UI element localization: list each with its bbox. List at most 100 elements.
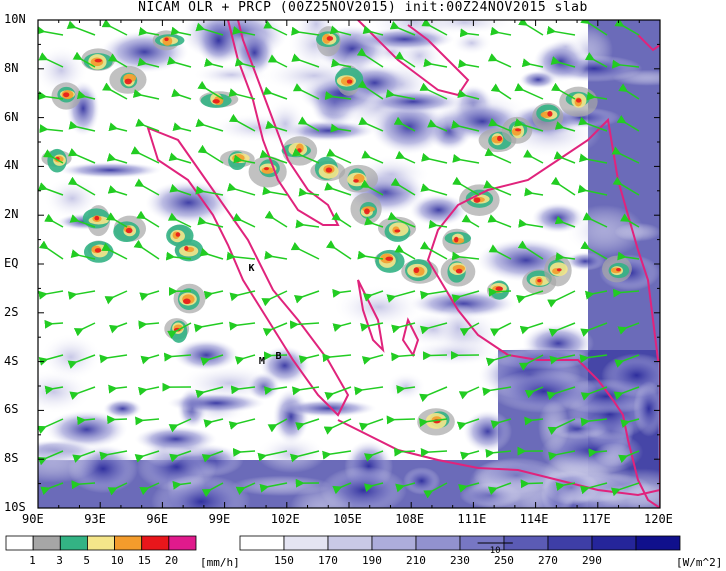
wind-vector [514, 82, 544, 100]
wind-vector [38, 25, 64, 36]
wind-vector [391, 352, 416, 362]
wind-vector [360, 179, 384, 196]
wind-vector [138, 320, 160, 330]
wind-vector [169, 183, 192, 196]
wind-vector [165, 251, 192, 261]
wind-vector [363, 482, 384, 493]
wind-vector [451, 251, 480, 261]
wind-vector [38, 290, 64, 300]
wind-vector [487, 482, 512, 496]
wind-vector [578, 153, 608, 164]
wind-vector [298, 354, 320, 364]
wind-vector [76, 416, 96, 426]
precip-colorbar [5, 535, 197, 551]
wind-vector [235, 482, 256, 495]
wind-vector [427, 119, 448, 132]
wind-vector [452, 176, 480, 196]
wind-vector [614, 354, 640, 368]
wind-vector [332, 288, 352, 298]
wind-vector [232, 26, 256, 36]
wind-vector [72, 51, 96, 68]
wind-vector [264, 250, 288, 260]
map-panel [38, 20, 660, 508]
wind-vector [362, 25, 384, 36]
wind-vector [618, 83, 640, 100]
wind-vector [166, 56, 192, 68]
precip-tick-label: 3 [56, 554, 63, 567]
wind-vector [578, 116, 608, 132]
wind-vector [201, 450, 224, 463]
wind-vector [226, 182, 256, 196]
wind-vector [133, 239, 160, 260]
wind-vector [617, 322, 640, 335]
lat-tick-label: 6N [4, 109, 19, 124]
wind-vector [620, 213, 640, 228]
wind-vector [267, 54, 288, 68]
wind-vector [482, 386, 512, 397]
wind-vector [423, 482, 448, 499]
wind-vector [451, 290, 480, 303]
wind-vector [38, 182, 64, 196]
wind-vector [420, 290, 448, 300]
wind-vector [106, 152, 128, 164]
wind-vector [555, 482, 576, 492]
wind-vector [70, 249, 96, 260]
wind-vector [38, 52, 64, 68]
wind-vector [331, 212, 352, 228]
precip-unit: [mm/h] [200, 556, 240, 569]
olr-tick-label: 150 [274, 554, 294, 567]
olr-tick-label: 230 [450, 554, 470, 567]
wind-vector [291, 53, 320, 68]
wind-vector [551, 82, 576, 100]
wind-vector [489, 322, 512, 337]
wind-vector [325, 240, 352, 260]
wind-vector [38, 450, 64, 466]
wind-vector [490, 83, 512, 100]
wind-vector [39, 124, 64, 134]
wind-vector [524, 386, 544, 399]
wind-vector [458, 386, 480, 400]
wind-vector [137, 57, 160, 68]
wind-vector [264, 210, 288, 228]
wind-vector [523, 149, 544, 164]
wind-vector [38, 354, 64, 366]
lon-tick-label: 96E [146, 512, 169, 526]
wind-vector [99, 354, 128, 364]
wind-vector [289, 320, 320, 330]
wind-vector [421, 20, 448, 36]
wind-vector [580, 20, 608, 36]
wind-vector [193, 322, 224, 333]
wind-vector [101, 20, 128, 36]
wind-vector [291, 26, 320, 36]
wind-vector [107, 482, 128, 496]
wind-vector [67, 176, 96, 196]
wind-vector [298, 187, 320, 197]
wind-vector [546, 25, 576, 36]
wind-vector [203, 290, 224, 300]
wind-vector [195, 185, 224, 196]
wind-vector [136, 210, 160, 228]
lon-tick-label: 114E [519, 512, 549, 526]
wind-vector [228, 418, 256, 430]
wind-vector [324, 182, 352, 196]
wind-vector [203, 418, 224, 428]
wind-vector [360, 322, 384, 332]
wind-vector [69, 214, 96, 228]
wind-vector [580, 417, 608, 427]
wind-vector [195, 118, 224, 132]
wind-vector [364, 216, 384, 228]
wind-vector [204, 58, 224, 68]
wind-vector [520, 479, 544, 489]
wind-vector [582, 212, 608, 228]
wind-vector [394, 51, 416, 68]
wind-vector [610, 482, 640, 497]
olr-tick-label: 290 [582, 554, 602, 567]
wind-vector [172, 480, 192, 490]
wind-vector [395, 482, 416, 493]
wind-vector [452, 153, 480, 164]
wind-vector [357, 79, 384, 100]
lat-tick-label: 8S [4, 451, 19, 466]
wind-vector [393, 447, 416, 457]
wind-vector [228, 113, 256, 132]
